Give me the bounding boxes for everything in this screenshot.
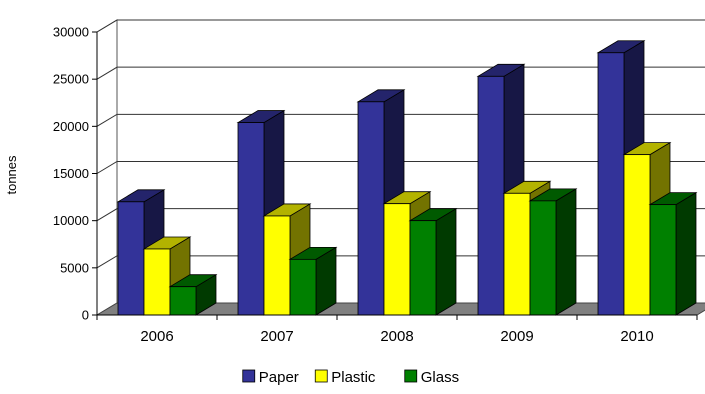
x-tick-label: 2010 xyxy=(620,328,653,345)
y-tick-label: 15000 xyxy=(53,166,89,181)
bar-glass-2007 xyxy=(288,246,338,316)
bar-glass-2010 xyxy=(648,191,698,316)
legend: Paper Plastic Glass xyxy=(242,369,459,386)
x-tick-label: 2006 xyxy=(140,328,173,345)
legend-item-plastic: Plastic xyxy=(314,369,376,386)
legend-item-paper: Paper xyxy=(242,369,299,386)
legend-label: Glass xyxy=(421,369,459,386)
y-tick-label: 20000 xyxy=(53,119,89,134)
x-tick-label: 2008 xyxy=(380,328,413,345)
y-tick-label: 0 xyxy=(82,308,89,323)
legend-item-glass: Glass xyxy=(404,369,459,386)
y-tick-label: 10000 xyxy=(53,213,89,228)
x-axis-ticks: 2006 2007 2008 2009 2010 xyxy=(96,314,698,345)
x-tick-label: 2007 xyxy=(260,328,293,345)
y-axis-ticks: 0 5000 10000 15000 20000 25000 30000 xyxy=(53,25,98,323)
bar-glass-2009 xyxy=(528,188,578,316)
legend-label: Paper xyxy=(259,369,299,386)
legend-label: Plastic xyxy=(331,369,376,386)
bar-glass-2008 xyxy=(408,207,458,316)
y-tick-label: 25000 xyxy=(53,72,89,87)
legend-swatch xyxy=(404,369,418,383)
x-tick-label: 2009 xyxy=(500,328,533,345)
bar-glass-2006 xyxy=(168,273,218,316)
y-tick-label: 5000 xyxy=(60,260,89,275)
legend-swatch xyxy=(242,369,256,383)
legend-swatch xyxy=(314,369,328,383)
gridline xyxy=(96,19,705,33)
y-axis-label: tonnes xyxy=(4,155,19,195)
bars xyxy=(116,40,698,316)
y-tick-label: 30000 xyxy=(53,25,89,40)
